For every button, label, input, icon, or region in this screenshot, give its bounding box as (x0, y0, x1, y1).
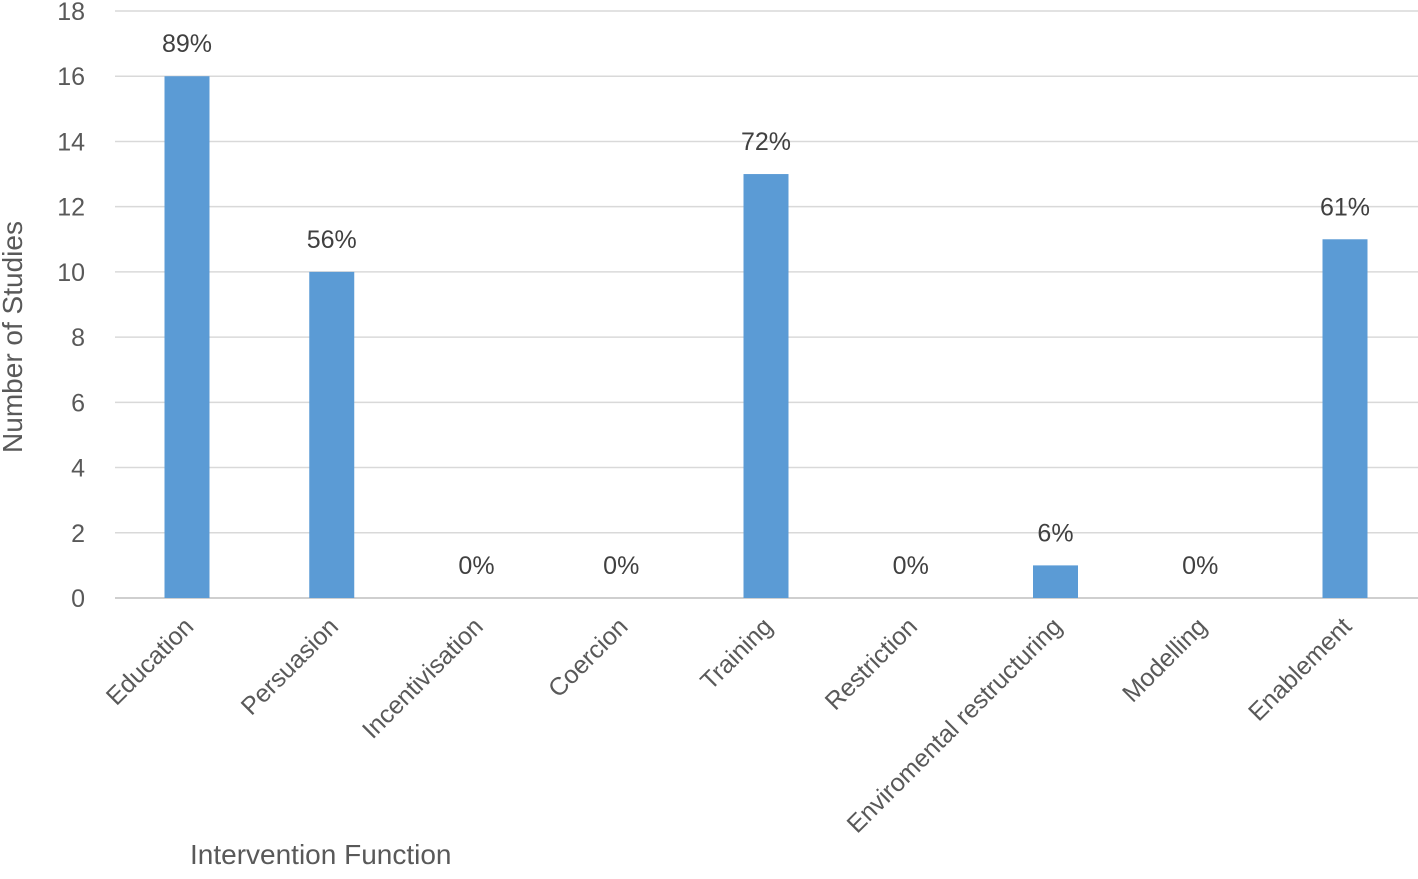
x-category-label: Modelling (1117, 612, 1212, 707)
bar (1322, 239, 1368, 598)
data-label: 0% (1182, 552, 1218, 580)
data-label: 56% (307, 226, 357, 254)
y-tick-label: 10 (57, 259, 85, 287)
x-category-label: Education (101, 612, 199, 710)
y-tick-label: 18 (57, 0, 85, 26)
x-category-label: Enablement (1243, 612, 1357, 726)
data-label: 6% (1037, 519, 1073, 547)
x-category-label: Incentivisation (357, 612, 489, 744)
x-category-label: Persuasion (236, 612, 344, 720)
bar (1033, 565, 1078, 598)
y-axis-ticks: 0 2 4 6 8 10 12 14 16 18 (57, 0, 85, 613)
y-tick-label: 16 (57, 63, 85, 91)
y-tick-label: 4 (71, 455, 85, 483)
data-label: 61% (1320, 193, 1370, 221)
x-axis-categories: Education Persuasion Incentivisation Coerci… (101, 612, 1357, 838)
y-tick-label: 12 (57, 194, 85, 222)
y-tick-label: 2 (71, 520, 85, 548)
data-label: 0% (458, 552, 494, 580)
x-category-label: Restriction (820, 612, 923, 715)
y-tick-label: 14 (57, 128, 85, 156)
bars (164, 76, 1368, 599)
data-label: 72% (741, 128, 791, 156)
y-tick-label: 0 (71, 585, 85, 613)
x-category-label: Training (695, 612, 778, 695)
bar (743, 174, 789, 599)
x-category-label: Coercion (543, 612, 634, 703)
y-axis-title: Number of Studies (0, 221, 28, 453)
data-labels: 89% 56% 0% 0% 72% 0% 6% 0% 61% (162, 30, 1370, 580)
y-tick-label: 8 (71, 324, 85, 352)
data-label: 0% (893, 552, 929, 580)
x-axis-title: Intervention Function (190, 839, 452, 870)
bar (309, 271, 355, 598)
data-label: 0% (603, 552, 639, 580)
y-tick-label: 6 (71, 389, 85, 417)
data-label: 89% (162, 30, 212, 58)
bar (164, 76, 210, 598)
